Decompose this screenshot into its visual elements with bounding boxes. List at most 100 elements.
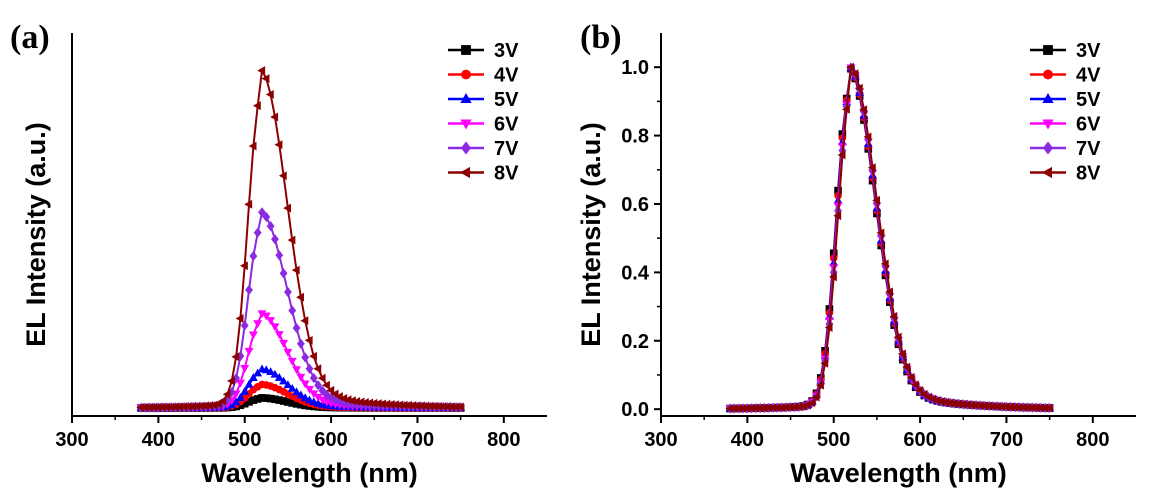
data-point (274, 140, 283, 150)
data-point (231, 352, 240, 362)
data-point (244, 347, 254, 356)
data-point (283, 348, 293, 357)
series-3V (726, 64, 1054, 413)
x-tick-label: 800 (487, 429, 520, 451)
data-point (240, 320, 249, 331)
legend-label: 8V (1076, 163, 1101, 185)
data-point (253, 227, 262, 238)
legend-label: 4V (494, 65, 519, 87)
x-tick-label: 500 (817, 429, 850, 451)
data-point (274, 331, 284, 340)
data-point (265, 90, 274, 99)
legend-marker (460, 119, 472, 130)
series-line-8V (141, 67, 461, 409)
data-point (893, 332, 902, 342)
legend-label: 3V (1076, 40, 1101, 62)
legend-label: 8V (494, 163, 519, 185)
data-point (262, 211, 271, 223)
data-point (248, 373, 258, 381)
series-line-8V (730, 64, 1050, 410)
legend-marker (460, 93, 472, 103)
series-8V (136, 66, 464, 412)
data-point (258, 207, 266, 218)
data-point (301, 352, 310, 363)
data-point (304, 335, 313, 345)
legend-label: 6V (494, 114, 519, 136)
data-point (322, 380, 330, 390)
x-tick-label: 300 (644, 429, 677, 451)
data-point (261, 74, 270, 84)
data-point (266, 221, 275, 232)
data-point (816, 380, 824, 390)
data-point (846, 62, 855, 72)
data-point (318, 385, 327, 396)
data-point (906, 372, 915, 382)
legend-marker (1043, 45, 1053, 55)
legend-marker (1042, 141, 1054, 155)
legend-marker (1042, 166, 1052, 179)
panel-label: (a) (10, 19, 50, 56)
data-point (292, 322, 301, 334)
data-point (270, 323, 280, 332)
legend-label: 7V (1076, 138, 1101, 160)
data-point (279, 376, 289, 385)
data-point (898, 349, 906, 359)
data-point (854, 83, 863, 93)
data-point (326, 385, 335, 395)
data-point (889, 311, 898, 321)
chart-panel-a: (a) 300 400 500 600 700 800 Wavelength (nm) EL I… (10, 19, 547, 488)
data-point (859, 105, 868, 115)
data-point (253, 320, 263, 329)
data-point (292, 387, 301, 396)
data-point (240, 261, 248, 271)
data-point (300, 393, 310, 402)
x-tick-label: 600 (903, 429, 936, 451)
series-line-7V (730, 64, 1050, 410)
data-point (915, 385, 924, 395)
data-point (811, 392, 820, 402)
data-point (314, 380, 323, 391)
data-point (305, 363, 314, 374)
data-point (829, 272, 837, 282)
data-point (244, 199, 253, 209)
data-point (227, 376, 235, 386)
legend-marker (1042, 93, 1054, 103)
x-tick-label: 600 (314, 429, 347, 451)
series-4V (726, 64, 1054, 413)
data-point (850, 69, 859, 79)
data-point (309, 351, 317, 361)
legend-marker (460, 141, 472, 155)
data-point (248, 331, 258, 340)
data-point (278, 171, 287, 181)
series-8V (725, 62, 1053, 413)
x-tick-label: 400 (731, 429, 764, 451)
data-point (296, 373, 306, 382)
data-point (867, 163, 876, 173)
data-point (257, 66, 266, 76)
legend-label: 4V (1076, 65, 1101, 87)
x-axis-title: Wavelength (nm) (201, 458, 418, 488)
y-tick-label: 0.2 (621, 331, 649, 353)
data-point (235, 392, 245, 401)
legend-marker (1043, 69, 1053, 80)
data-point (833, 211, 842, 221)
data-point (284, 286, 292, 298)
legend-label: 7V (494, 138, 519, 160)
data-point (317, 373, 326, 383)
data-point (283, 203, 292, 213)
data-point (261, 312, 271, 321)
data-point (240, 386, 250, 395)
legend-marker (1042, 119, 1054, 130)
series-line-6V (730, 64, 1050, 410)
y-tick-label: 0.6 (621, 194, 649, 216)
data-point (270, 369, 280, 378)
data-point (300, 316, 309, 326)
data-point (271, 234, 279, 245)
data-point (911, 380, 919, 390)
data-point (287, 357, 297, 366)
data-point (807, 398, 816, 408)
data-point (824, 323, 833, 332)
